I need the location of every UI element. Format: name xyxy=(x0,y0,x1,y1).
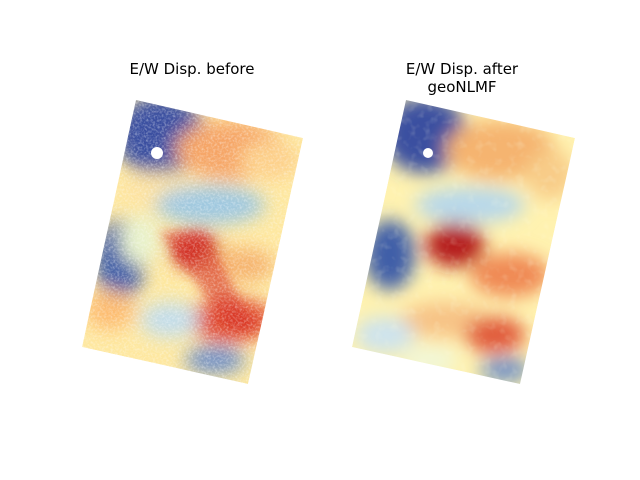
panel-title-after: E/W Disp. after geoNLMF xyxy=(405,60,519,96)
panel-title-before: E/W Disp. before xyxy=(129,60,255,78)
map-after xyxy=(352,100,575,384)
map-before xyxy=(82,100,303,384)
